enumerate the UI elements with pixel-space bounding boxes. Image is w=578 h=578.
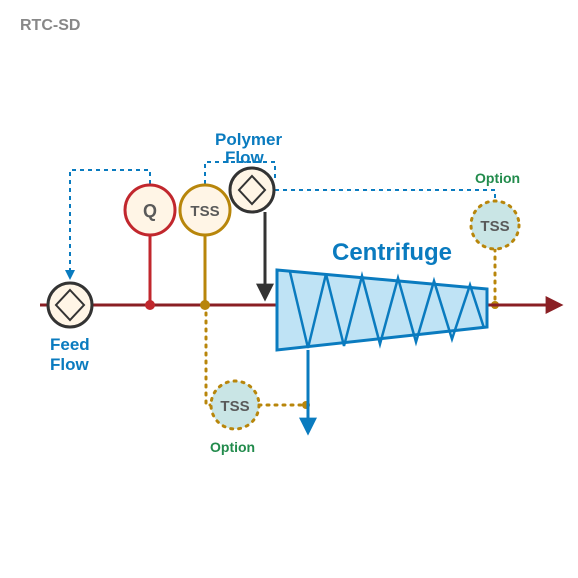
tss-join [200,300,210,310]
tss-sensor-label: TSS [190,203,219,220]
polymer-flow-label-2: Flow [225,148,264,167]
feed-flow-label-2: Flow [50,355,89,374]
header-tag: RTC-SD [20,17,80,34]
centrifuge [277,270,487,350]
tss-option-bottom-label: TSS [220,398,249,415]
feed-valve [48,283,92,327]
polymer-valve [230,168,274,212]
dash-bronze-bottom-1 [206,305,211,405]
diagram-root: RTC-SD Q TSS Centrifuge TSS TSS [0,0,578,578]
q-join [145,300,155,310]
dash-polymer-to-tssright [275,190,495,200]
polymer-flow-label-1: Polymer [215,130,282,149]
option-bottom-label: Option [210,439,255,455]
tss-option-right-label: TSS [480,218,509,235]
option-right-label: Option [475,170,520,186]
centrifuge-label: Centrifuge [332,239,452,266]
feed-flow-label-1: Feed [50,335,90,354]
q-sensor-label: Q [143,201,157,221]
